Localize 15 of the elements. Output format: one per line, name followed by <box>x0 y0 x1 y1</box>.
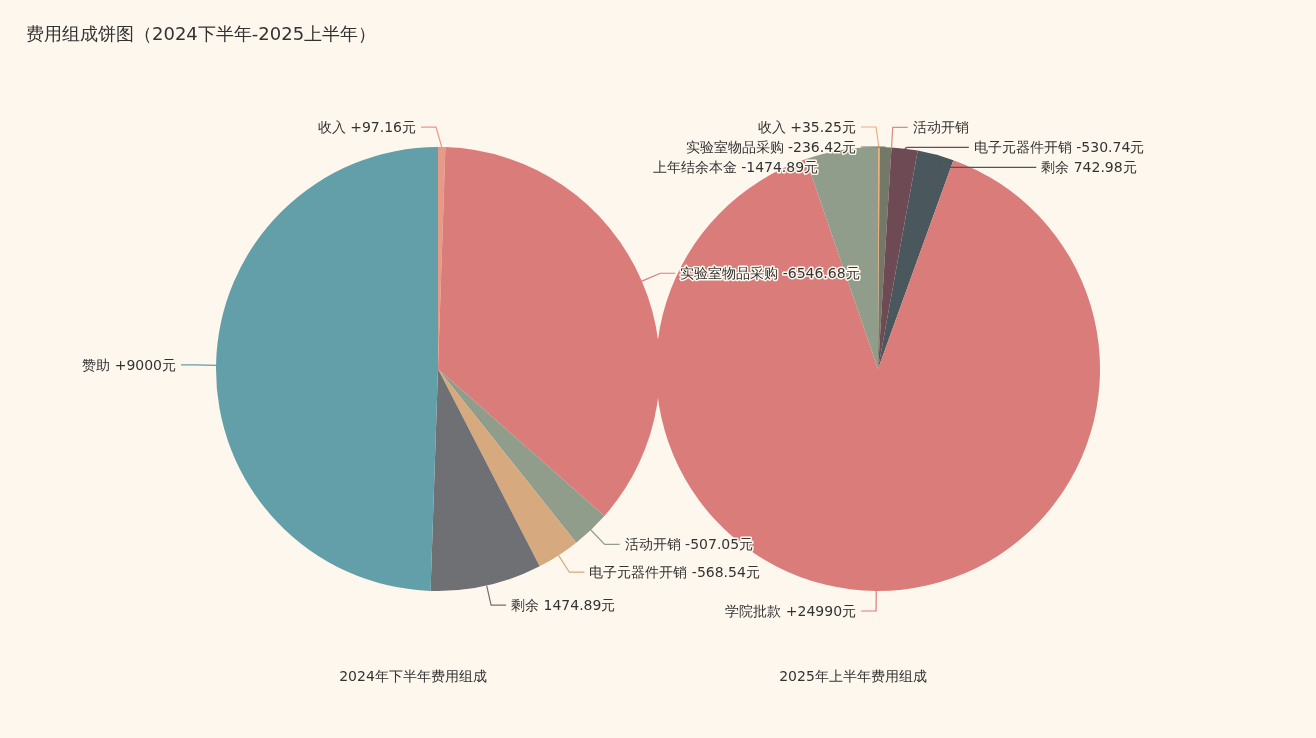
slice-label: 剩余 742.98元 <box>1041 159 1137 176</box>
slice-label: 赞助 +9000元 <box>82 356 177 373</box>
text: 费用组成饼图（2024下半年-2025上半年） <box>26 23 377 44</box>
slice-label: 电子元器件开销 -530.74元 <box>973 139 1145 156</box>
slice-label: 剩余 1474.89元 <box>511 597 616 614</box>
slice-label: 收入 +35.25元 <box>757 119 856 135</box>
slice-label: 电子元器件开销 -568.54元 <box>589 564 760 581</box>
slice-label: 收入 +97.16元 <box>317 119 416 136</box>
category-label: 活动开销 <box>912 119 969 136</box>
slice-label: 实验室物品采购 -6546.68元 <box>680 265 860 282</box>
slice-label: 活动开销 -507.05元 <box>624 536 754 553</box>
legend-label: 实验室物品采购 -236.42元 <box>685 139 856 155</box>
text: 2025年上半年费用组成 <box>779 668 927 684</box>
text: 2024年下半年费用组成 <box>339 668 487 684</box>
slice-label: 学院批款 +24990元 <box>725 602 857 619</box>
